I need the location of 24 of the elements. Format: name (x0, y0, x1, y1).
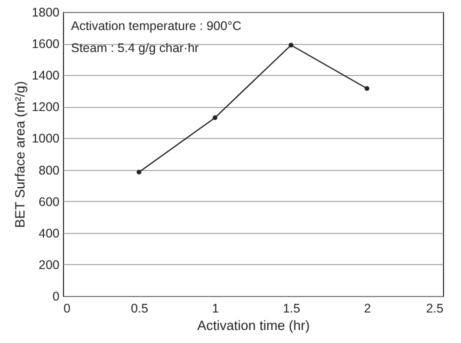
y-tick-label: 400 (38, 226, 60, 240)
x-tick-label: 0 (64, 302, 70, 316)
y-tick-label: 0 (52, 290, 60, 304)
x-tick-label: 2.5 (426, 302, 444, 316)
y-tick-label: 200 (38, 258, 60, 272)
point (212, 115, 218, 120)
y-tick-label: 1600 (32, 37, 60, 52)
y-tick-label: 1800 (32, 6, 60, 20)
y-axis-title: BET Surface area (m²/g) (12, 81, 28, 228)
annotation: Steam : 5.4 g/g char·hr (71, 41, 199, 55)
y-tick-label: 1400 (32, 68, 60, 83)
y-tick-label: 600 (38, 194, 60, 209)
x-axis-title: Activation time (hr) (197, 318, 310, 333)
y-tick-label: 800 (38, 163, 60, 178)
y-tick-label: 1000 (32, 132, 60, 146)
point (136, 170, 142, 174)
x-tick-label: 0.5 (130, 302, 148, 316)
x-tick-label: 1.5 (282, 302, 300, 316)
point (364, 86, 370, 91)
x-tick-label: 2 (364, 302, 372, 316)
y-tick-label: 1200 (32, 100, 60, 114)
point (288, 42, 294, 48)
x-tick-label: 1 (212, 302, 220, 316)
annotation: Activation temperature : 900°C (71, 19, 242, 33)
